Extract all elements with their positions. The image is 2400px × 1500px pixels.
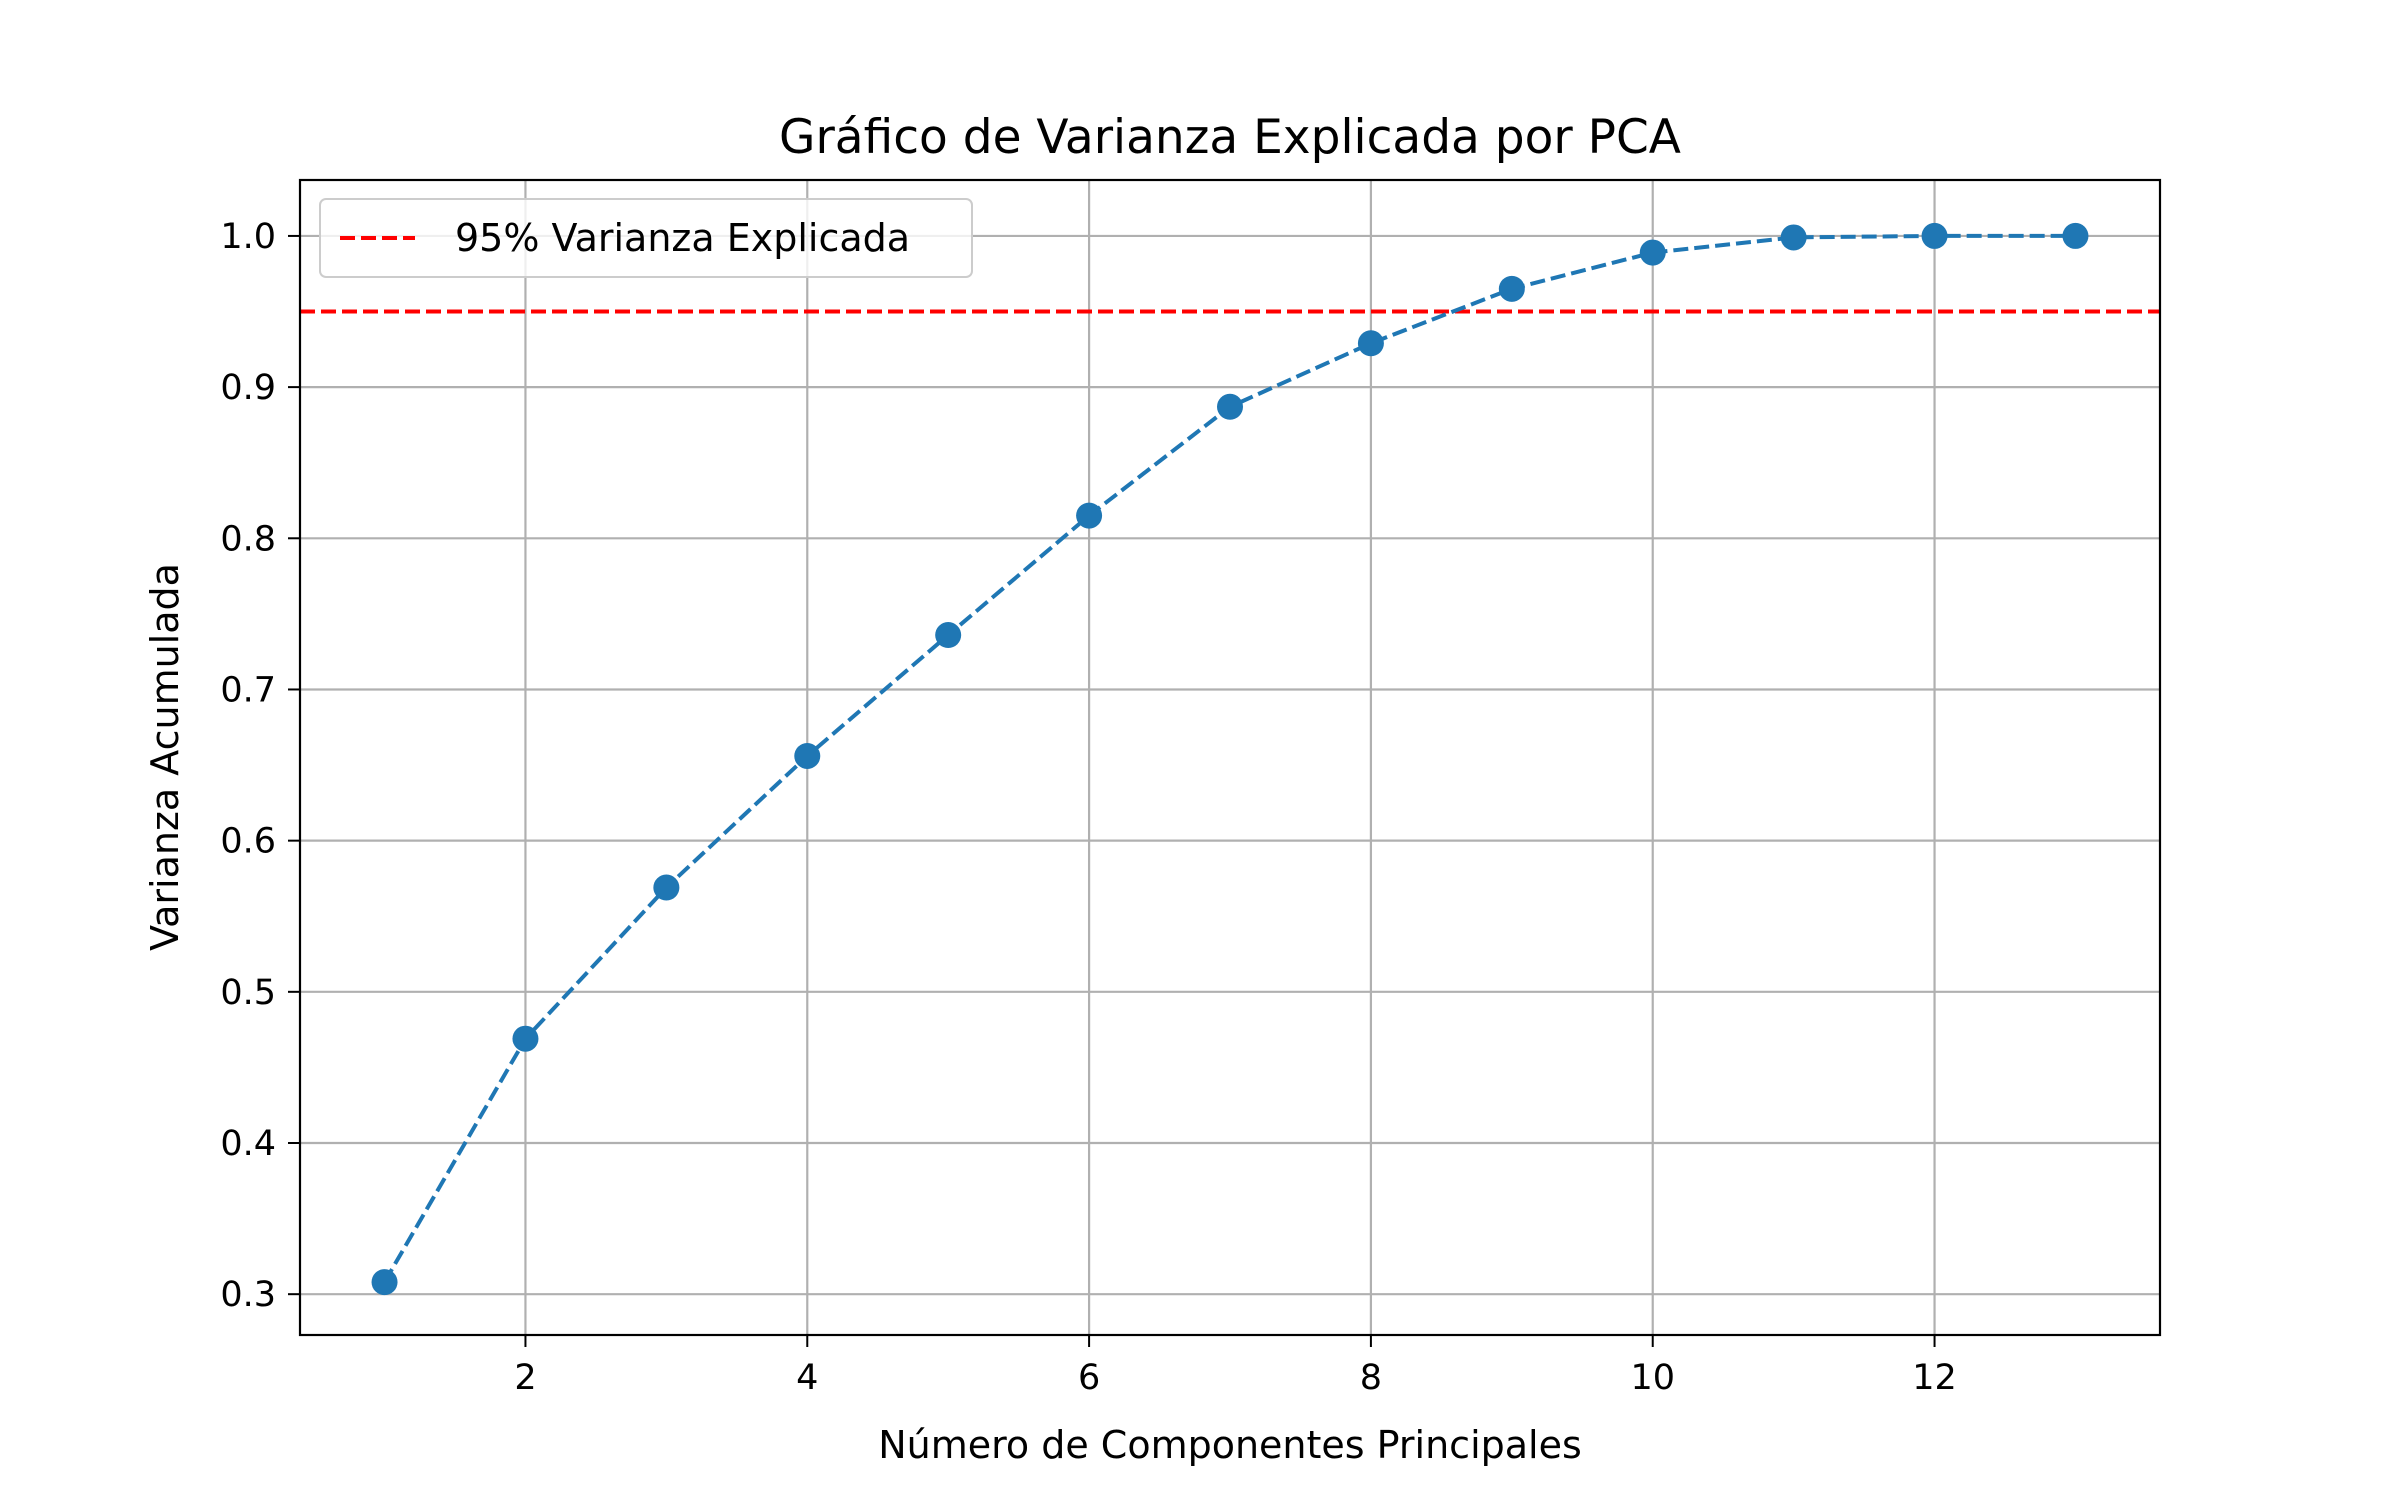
data-point [2062,222,2089,249]
legend-label-95-varianza: 95% Varianza Explicada [455,216,910,260]
x-axis-label: Número de Componentes Principales [878,1423,1582,1467]
data-point [1780,224,1807,251]
ticks: 2 4 6 8 10 12 0.3 0.4 0.5 0.6 0.7 0.8 0.9 1.0 [220,217,1956,1398]
data-series [371,222,2089,1296]
data-point [1357,330,1384,357]
y-axis-label: Varianza Acumulada [143,563,187,951]
plot-area [300,180,2160,1335]
y-tick-label: 0.8 [220,519,276,559]
data-point [653,874,680,901]
data-point [935,622,962,649]
plot-frame [298,178,2162,1337]
data-point [1217,393,1243,420]
y-tick-label: 1.0 [220,217,276,257]
data-point [1076,502,1103,529]
grid [300,180,2160,1335]
x-tick-label: 8 [1360,1358,1382,1398]
x-tick-label: 2 [514,1358,536,1398]
y-tick-label: 0.9 [220,368,276,408]
x-tick-label: 6 [1078,1358,1100,1398]
data-point [1921,222,1948,249]
x-tick-label: 12 [1912,1358,1957,1398]
y-tick-label: 0.7 [220,670,276,710]
data-point [512,1025,539,1052]
data-point [1639,239,1666,266]
legend: 95% Varianza Explicada [319,198,973,278]
data-point [1498,275,1525,302]
data-point [371,1269,398,1296]
legend-box [319,198,973,278]
y-tick-label: 0.5 [220,973,276,1013]
data-point [794,742,821,769]
y-tick-label: 0.6 [220,822,276,862]
x-tick-label: 10 [1630,1358,1675,1398]
y-tick-label: 0.4 [220,1124,276,1164]
chart-title: Gráfico de Varianza Explicada por PCA [779,110,1681,165]
x-tick-label: 4 [796,1358,818,1398]
y-tick-label: 0.3 [220,1275,276,1315]
